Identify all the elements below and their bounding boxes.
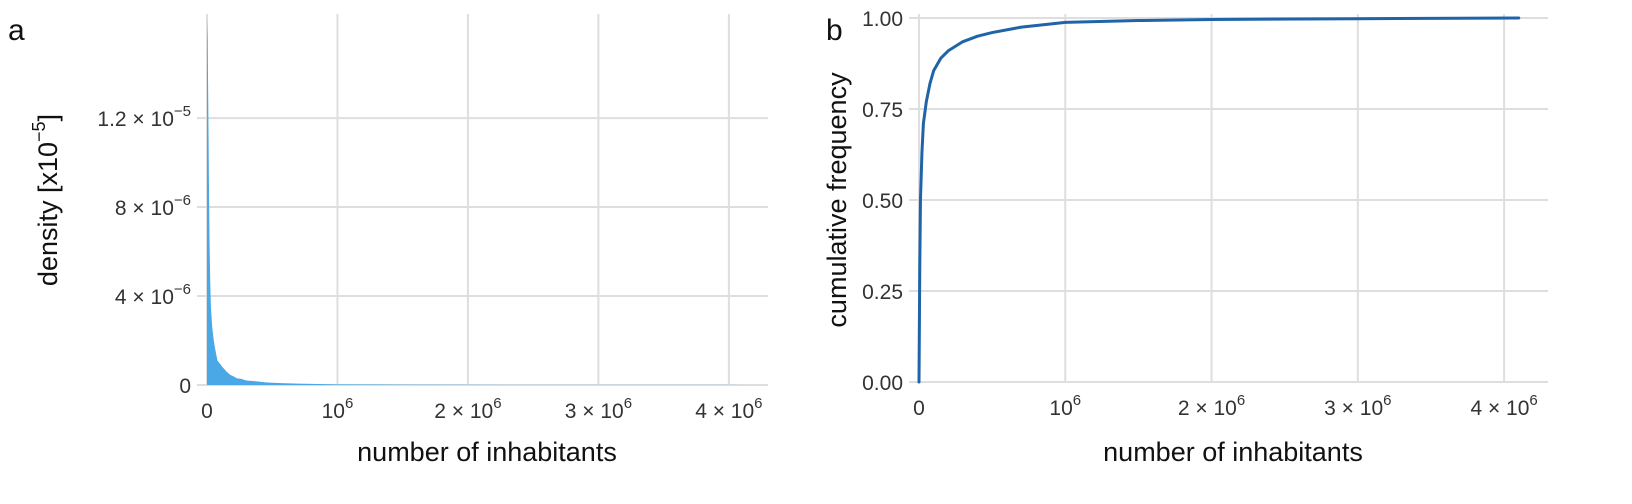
panel-a-y-ticks: 04 × 10−68 × 10−61.2 × 10−5 [97, 103, 191, 398]
panel-b-x-tick-label: 3 × 106 [1324, 392, 1391, 420]
panel-a-letter: a [8, 14, 25, 47]
panel-b-x-tick-label: 0 [913, 397, 925, 420]
panel-a-x-tick-label: 2 × 106 [434, 395, 501, 423]
panel-a-x-tick-label: 3 × 106 [565, 395, 632, 423]
panel-b-y-tick-label: 0.00 [862, 372, 903, 395]
panel-b-x-ticks: 0 106 2 × 106 3 × 106 4 × 106 [913, 392, 1538, 420]
panel-a-y-tick-exp: −6 [174, 281, 191, 298]
panel-b-y-tick-base: 1.00 [862, 8, 903, 31]
panel-a-x-tick-base: 2 × 10 [434, 400, 493, 423]
panel-b-y-tick-label: 0.25 [862, 281, 903, 304]
panel-b-x-tick-exp: 6 [1529, 392, 1537, 409]
panel-b-x-tick-base: 10 [1049, 397, 1072, 420]
panel-b-x-tick-label: 2 × 106 [1178, 392, 1245, 420]
panel-a-y-tick-exp: −6 [174, 192, 191, 209]
panel-a-x-tick-base: 10 [322, 400, 345, 423]
panel-a-y-tick-base: 4 × 10 [115, 286, 174, 309]
panel-a-y-tick-label: 1.2 × 10−5 [97, 103, 191, 131]
panel-a-x-tick-exp: 6 [345, 395, 353, 412]
panel-b-y-tick-base: 0.00 [862, 372, 903, 395]
panel-b-y-tick-base: 0.50 [862, 190, 903, 213]
panel-b-y-axis-title: cumulative frequency [822, 72, 852, 328]
panel-a-x-ticks: 0 106 2 × 106 3 × 106 4 × 106 [201, 395, 762, 423]
panel-a-grid [197, 14, 768, 386]
panel-a-y-tick-label: 4 × 10−6 [115, 281, 191, 309]
panel-b-y-ticks: 0.00 0.25 0.50 0.75 1.00 [862, 8, 903, 395]
panel-b-y-tick-label: 1.00 [862, 8, 903, 31]
panel-a-y-tick-label: 8 × 10−6 [115, 192, 191, 220]
panel-a-x-tick-exp: 6 [754, 395, 762, 412]
panel-a-y-axis-title-exp: −5 [29, 121, 49, 142]
panel-a-x-tick-exp: 6 [624, 395, 632, 412]
panel-a-x-tick-label: 106 [322, 395, 354, 423]
density-area [207, 18, 742, 385]
panel-a-x-tick-base: 3 × 10 [565, 400, 624, 423]
panel-a-x-tick-label: 4 × 106 [695, 395, 762, 423]
panel-b: b 0 106 2 × 106 3 × 106 4 × 106 0.000.250.50… [822, 8, 1548, 467]
panel-b-x-tick-base: 2 × 10 [1178, 397, 1237, 420]
panel-b-y-tick-base: 0.75 [862, 99, 903, 122]
cumulative-frequency-line [917, 16, 1521, 384]
panel-a-x-tick-base: 4 × 10 [695, 400, 754, 423]
panel-a-x-tick-base: 0 [201, 400, 213, 423]
panel-a-y-tick-exp: −5 [174, 103, 191, 120]
panel-b-x-tick-label: 4 × 106 [1470, 392, 1537, 420]
panel-a-y-tick-label: 0 [179, 375, 191, 398]
panel-a-x-axis-title: number of inhabitants [357, 437, 617, 467]
panel-b-x-tick-exp: 6 [1383, 392, 1391, 409]
panel-b-letter: b [826, 14, 843, 47]
panel-b-marks [917, 16, 1521, 384]
panel-b-x-tick-base: 4 × 10 [1470, 397, 1529, 420]
panel-a-x-tick-exp: 6 [493, 395, 501, 412]
panel-b-x-tick-base: 3 × 10 [1324, 397, 1383, 420]
panel-a-y-axis-title-close: ] [33, 114, 63, 122]
panel-a-x-tick-label: 0 [201, 400, 213, 423]
panel-a-y-tick-base: 8 × 10 [115, 197, 174, 220]
panel-b-x-axis-title: number of inhabitants [1103, 437, 1363, 467]
panel-b-y-tick-label: 0.50 [862, 190, 903, 213]
panel-a-marks [207, 18, 742, 385]
panel-b-y-tick-label: 0.75 [862, 99, 903, 122]
panel-b-x-tick-exp: 6 [1237, 392, 1245, 409]
panel-a-y-axis-title-base: density [x10 [33, 142, 63, 286]
panel-a-y-tick-base: 0 [179, 375, 191, 398]
panel-a-y-axis-title: density [x10−5] [29, 114, 63, 286]
panel-b-x-tick-base: 0 [913, 397, 925, 420]
panel-b-y-tick-base: 0.25 [862, 281, 903, 304]
panel-b-grid [909, 14, 1548, 383]
panel-b-x-tick-exp: 6 [1073, 392, 1081, 409]
panel-b-x-tick-label: 106 [1049, 392, 1081, 420]
panel-a-y-tick-base: 1.2 × 10 [97, 108, 173, 131]
panel-a: a 0 106 2 × 106 3 × 106 4 × 106 04 × 10−68 ×… [8, 14, 768, 467]
